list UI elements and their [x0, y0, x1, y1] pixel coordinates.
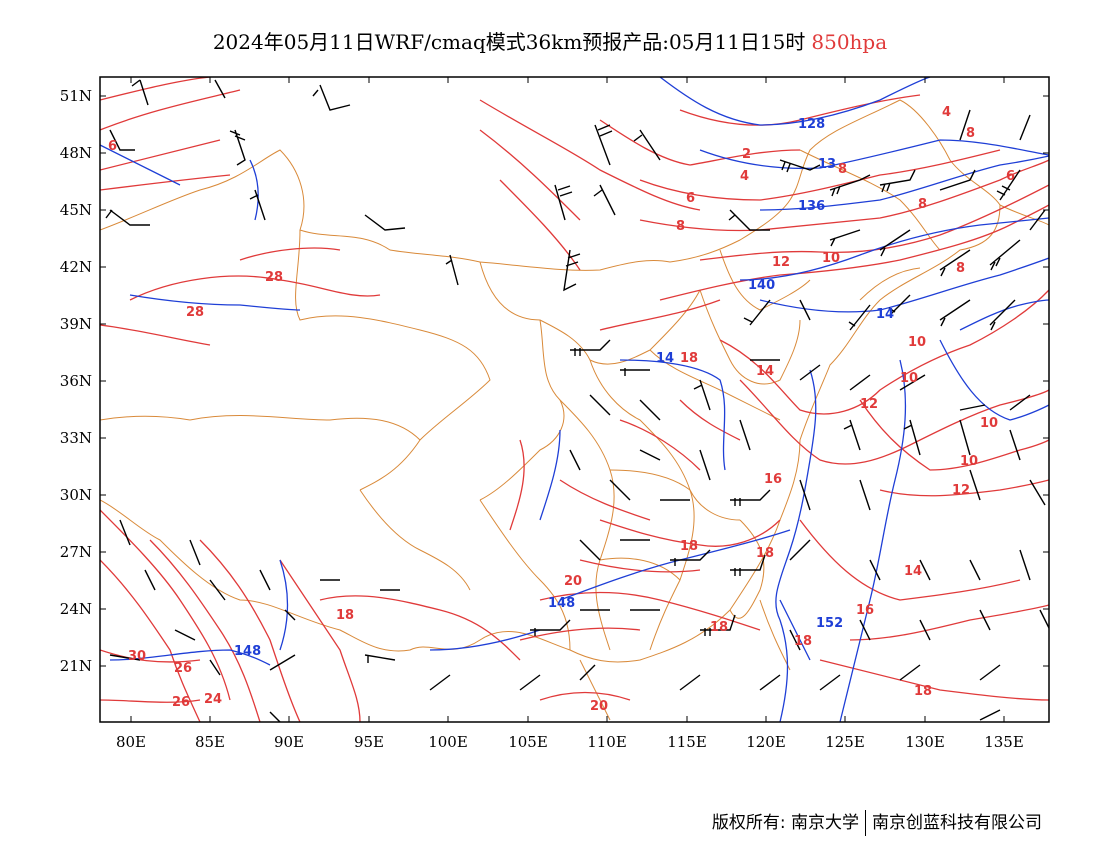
- height-contours: [100, 77, 1049, 722]
- temp-label: 24: [204, 692, 222, 707]
- copyright-footer: 版权所有: 南京大学 南京创蓝科技有限公司: [712, 808, 1042, 836]
- temp-label: 8: [966, 126, 975, 141]
- map-title: 2024年05月11日WRF/cmaq模式36km预报产品:05月11日15时 8…: [0, 26, 1100, 55]
- height-label: 14: [656, 351, 674, 366]
- lon-axis: [130, 77, 1005, 722]
- temp-label: 26: [172, 695, 190, 710]
- lon-label: 115E: [667, 733, 707, 751]
- lon-labels: 80E 85E 90E 95E 100E 105E 110E 115E 120E…: [116, 733, 1024, 751]
- wind-barbs: [105, 79, 1049, 722]
- title-level: 850hpa: [811, 30, 888, 54]
- temp-label: 18: [710, 620, 728, 635]
- temp-label: 30: [128, 649, 146, 664]
- temp-label: 10: [900, 371, 918, 386]
- temp-label: 18: [680, 351, 698, 366]
- temp-label: 28: [265, 270, 283, 285]
- lat-label: 27N: [60, 543, 92, 561]
- lat-label: 33N: [60, 429, 92, 447]
- height-labels: 128 13 136 140 14 14 148 148 152: [234, 117, 894, 659]
- height-label: 148: [548, 596, 575, 611]
- lat-label: 39N: [60, 315, 92, 333]
- height-label: 13: [818, 157, 836, 172]
- temp-label: 8: [956, 261, 965, 276]
- temperature-contours: [100, 77, 1049, 722]
- copyright-owner: 版权所有: 南京大学: [711, 813, 859, 833]
- temp-label: 20: [590, 699, 608, 714]
- lon-label: 85E: [195, 733, 225, 751]
- temp-label: 4: [740, 169, 749, 184]
- lon-label: 90E: [274, 733, 304, 751]
- temp-label: 18: [680, 539, 698, 554]
- temp-label: 6: [108, 139, 117, 154]
- temp-label: 10: [822, 251, 840, 266]
- lon-label: 80E: [116, 733, 146, 751]
- copyright-company: 南京创蓝科技有限公司: [872, 813, 1042, 833]
- plot-frame: [99, 76, 1050, 723]
- title-main: 2024年05月11日WRF/cmaq模式36km预报产品:05月11日15时: [212, 30, 806, 54]
- height-label: 14: [876, 307, 894, 322]
- lat-label: 42N: [60, 258, 92, 276]
- temp-label: 14: [904, 564, 922, 579]
- lon-label: 125E: [825, 733, 865, 751]
- lat-label: 36N: [60, 372, 92, 390]
- lat-label: 51N: [60, 87, 92, 105]
- height-label: 152: [816, 616, 843, 631]
- temp-label: 2: [742, 147, 751, 162]
- temp-label: 10: [908, 335, 926, 350]
- temperature-labels: 6 28 28 2 4 6 8 8 4 8 6 8 8 10 12 18 14 …: [108, 105, 1015, 714]
- temp-label: 12: [772, 255, 790, 270]
- temp-label: 16: [764, 472, 782, 487]
- temp-label: 8: [676, 219, 685, 234]
- temp-label: 6: [686, 191, 695, 206]
- lon-label: 110E: [587, 733, 627, 751]
- lat-label: 24N: [60, 600, 92, 618]
- lat-axis: [100, 95, 1049, 667]
- lat-label: 21N: [60, 657, 92, 675]
- height-label: 148: [234, 644, 261, 659]
- temp-label: 4: [942, 105, 951, 120]
- lon-label: 95E: [354, 733, 384, 751]
- temp-label: 20: [564, 574, 582, 589]
- height-label: 140: [748, 278, 775, 293]
- temp-label: 10: [980, 416, 998, 431]
- lat-label: 48N: [60, 144, 92, 162]
- temp-label: 8: [918, 197, 927, 212]
- height-label: 136: [798, 199, 825, 214]
- height-label: 128: [798, 117, 825, 132]
- temp-label: 10: [960, 454, 978, 469]
- temp-label: 14: [756, 364, 774, 379]
- temp-label: 18: [794, 634, 812, 649]
- lon-label: 135E: [984, 733, 1024, 751]
- temp-label: 26: [174, 661, 192, 676]
- lon-label: 105E: [508, 733, 548, 751]
- temp-label: 16: [856, 603, 874, 618]
- temp-label: 18: [336, 608, 354, 623]
- temp-label: 12: [952, 483, 970, 498]
- footer-divider: [865, 810, 866, 836]
- temp-label: 12: [860, 397, 878, 412]
- lon-label: 100E: [428, 733, 468, 751]
- temp-label: 8: [838, 162, 847, 177]
- temp-label: 18: [914, 684, 932, 699]
- lat-label: 30N: [60, 486, 92, 504]
- lat-labels: 51N 48N 45N 42N 39N 36N 33N 30N 27N 24N …: [60, 87, 92, 675]
- lon-label: 130E: [905, 733, 945, 751]
- temp-label: 6: [1006, 169, 1015, 184]
- lat-label: 45N: [60, 201, 92, 219]
- lon-label: 120E: [746, 733, 786, 751]
- temp-label: 18: [756, 546, 774, 561]
- temp-label: 28: [186, 305, 204, 320]
